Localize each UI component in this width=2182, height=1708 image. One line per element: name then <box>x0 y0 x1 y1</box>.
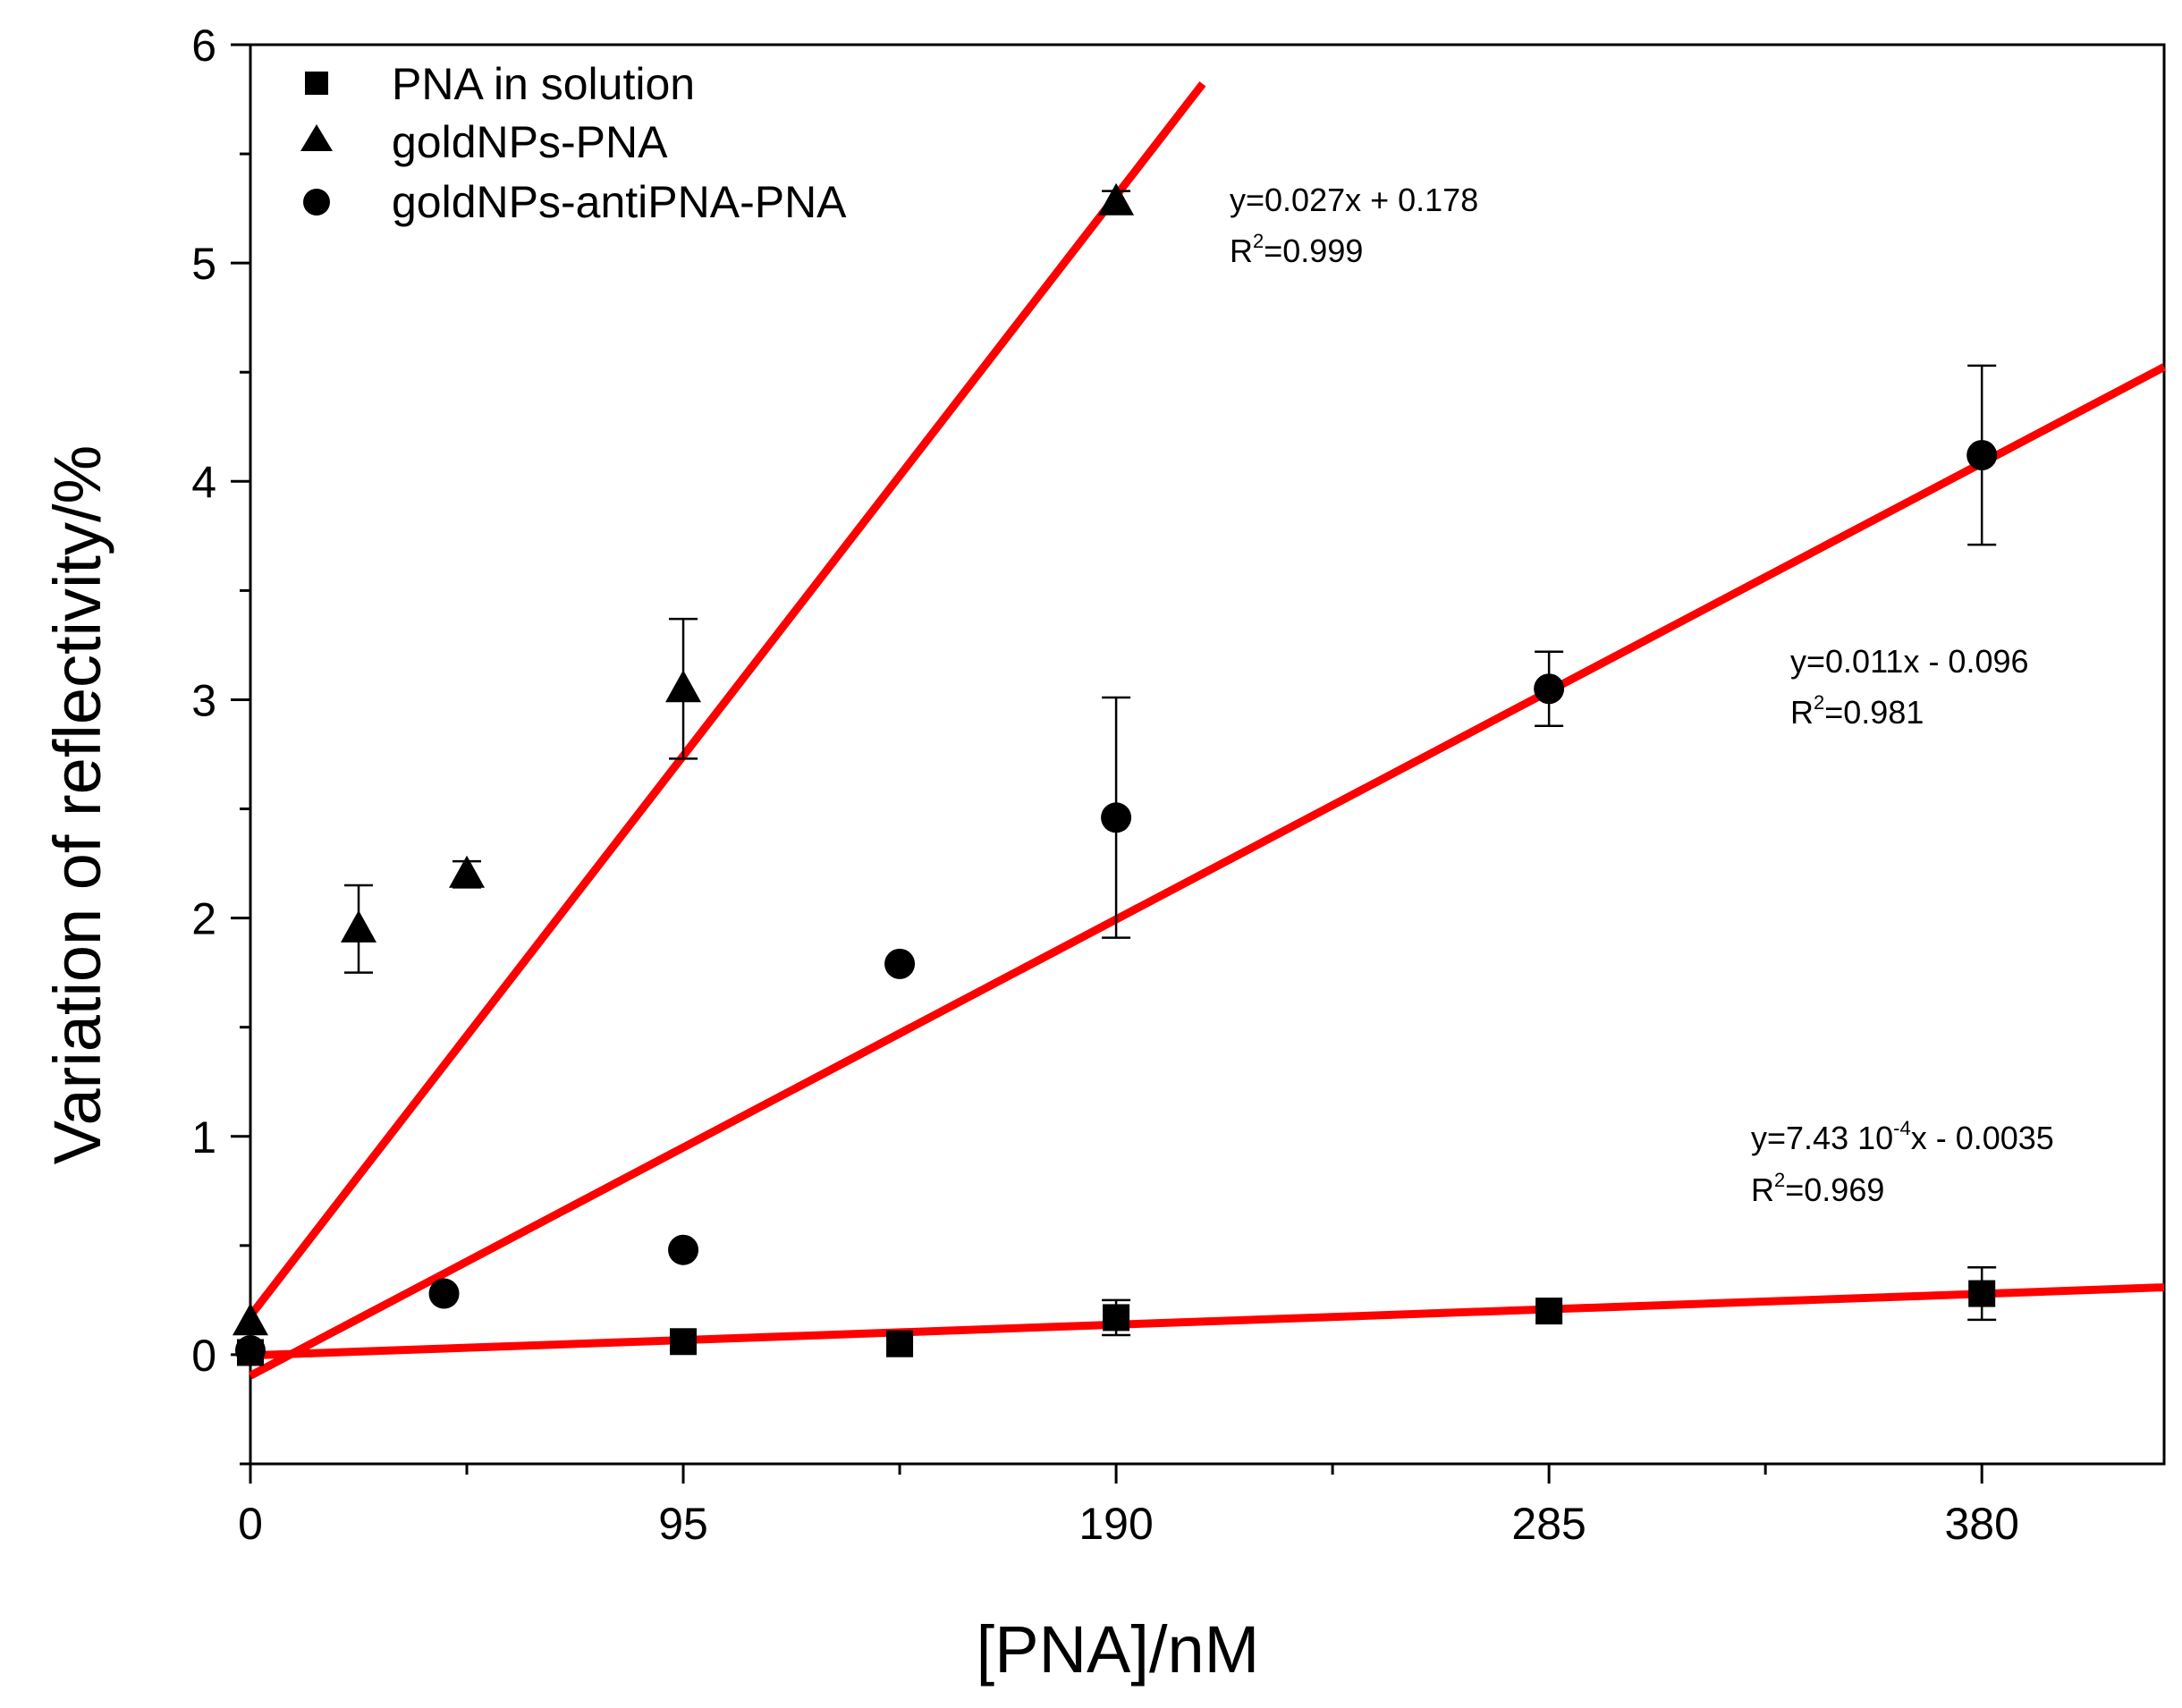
y-tick-label: 4 <box>191 457 216 507</box>
fit-r-squared: R2=0.999 <box>1230 230 1363 269</box>
legend-triangle-marker <box>300 124 333 151</box>
square-marker <box>670 1328 698 1356</box>
circle-marker <box>884 948 916 979</box>
x-tick-label: 0 <box>238 1499 263 1549</box>
y-tick-label: 6 <box>191 21 216 71</box>
y-tick-label: 1 <box>191 1112 216 1163</box>
fit-line <box>247 80 1206 1319</box>
error-bars <box>344 190 1997 1337</box>
fit-line <box>248 363 2167 1380</box>
fit-r-squared: R2=0.969 <box>1751 1169 1884 1208</box>
x-tick-label: 380 <box>1944 1499 2018 1549</box>
fit-r-squared: R2=0.981 <box>1790 691 1924 731</box>
y-tick-label: 2 <box>191 894 216 944</box>
circle-marker <box>1101 802 1132 833</box>
y-tick-label: 0 <box>191 1331 216 1381</box>
fit-equation: y=0.011x - 0.096 <box>1790 643 2029 680</box>
triangle-marker <box>449 855 486 888</box>
y-tick-label: 5 <box>191 239 216 289</box>
circle-marker <box>1966 440 1998 471</box>
legend-square-marker <box>305 72 328 95</box>
legend: PNA in solution goldNPs-PNA goldNPs-anti… <box>300 59 847 227</box>
circle-marker <box>235 1335 266 1366</box>
axis-ticks <box>231 43 1983 1484</box>
x-tick-label: 190 <box>1078 1499 1153 1549</box>
plot-frame <box>249 43 2166 1466</box>
x-tick-label: 285 <box>1511 1499 1586 1549</box>
legend-circle-marker <box>303 189 330 216</box>
triangle-marker <box>1098 182 1135 216</box>
triangle-marker <box>665 670 702 703</box>
annotation-goldnps-pna-fit: y=0.027x + 0.178 R2=0.999 <box>1230 182 1478 269</box>
fit-line <box>249 1283 2165 1360</box>
triangle-marker <box>233 1303 268 1336</box>
legend-label-goldnps-antipna-pna: goldNPs-antiPNA-PNA <box>392 177 847 227</box>
y-tick-label: 3 <box>191 675 216 725</box>
legend-label-goldnps-pna: goldNPs-PNA <box>392 117 668 167</box>
fit-equation: y=7.43 10-4x - 0.0035 <box>1751 1117 2054 1156</box>
x-tick-label: 95 <box>658 1499 708 1549</box>
tick-labels: 0 95 190 285 380 0 1 2 3 4 5 6 <box>191 21 2019 1549</box>
circle-marker <box>428 1278 460 1309</box>
square-marker <box>1968 1280 1996 1307</box>
square-marker <box>886 1330 914 1357</box>
triangle-marker <box>341 909 377 943</box>
fit-lines <box>247 80 2167 1380</box>
data-markers <box>233 182 1998 1366</box>
legend-label-pna-in-solution: PNA in solution <box>392 59 695 109</box>
square-marker <box>1535 1298 1563 1325</box>
x-axis-title: [PNA]/nM <box>977 1612 1260 1687</box>
square-marker <box>1103 1304 1130 1332</box>
circle-marker <box>668 1234 699 1265</box>
annotation-pna-in-solution-fit: y=7.43 10-4x - 0.0035 R2=0.969 <box>1751 1117 2054 1208</box>
y-axis-title: Variation of reflectivity/% <box>40 445 114 1165</box>
fit-equation: y=0.027x + 0.178 <box>1230 182 1478 218</box>
annotation-goldnps-antipna-pna-fit: y=0.011x - 0.096 R2=0.981 <box>1790 643 2029 731</box>
circle-marker <box>1534 673 1565 705</box>
